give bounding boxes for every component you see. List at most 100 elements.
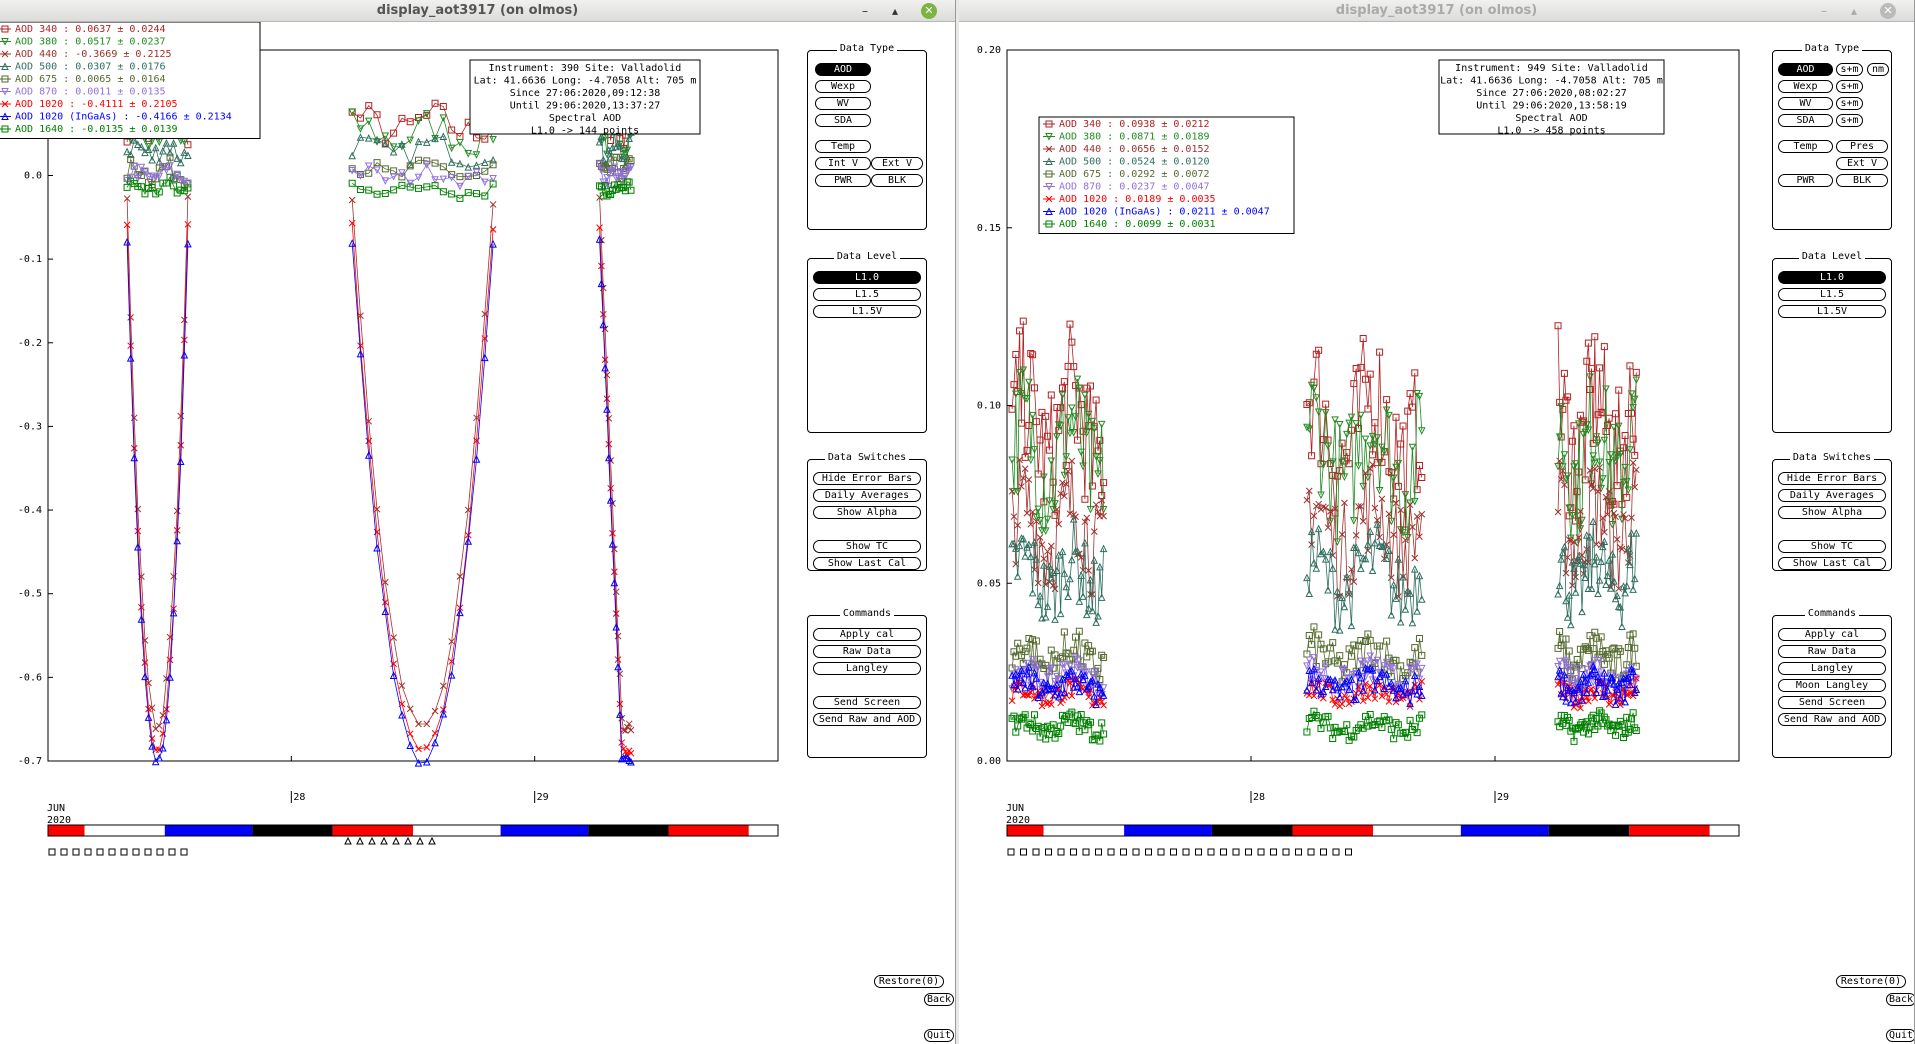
x-tick-label: 28 [1253, 792, 1265, 803]
panel-title: Data Switches [808, 452, 926, 464]
pres-button[interactable]: Pres [1836, 140, 1888, 153]
wv-button[interactable]: WV [815, 97, 871, 110]
status-glyph [1333, 849, 1339, 855]
s-m-button[interactable]: s+m [1836, 80, 1863, 93]
send-screen-button[interactable]: Send Screen [813, 696, 921, 709]
minimize-icon[interactable]: – [857, 3, 873, 19]
series-line [352, 165, 493, 187]
time-bar-segment [1212, 825, 1293, 836]
quit-button[interactable]: Quit [924, 1029, 954, 1042]
panel-data-switches: Data Switches Hide Error Bars Daily Averag… [807, 459, 927, 571]
show-tc-button[interactable]: Show TC [1778, 540, 1886, 553]
show-alpha-button[interactable]: Show Alpha [813, 506, 921, 519]
l1-0-button[interactable]: L1.0 [813, 271, 921, 284]
blk-button[interactable]: BLK [871, 174, 923, 187]
month-label: JUN [47, 803, 65, 814]
info-line: Lat: 41.6636 Long: -4.7058 Alt: 705 m [1440, 76, 1663, 87]
status-glyph [1271, 849, 1277, 855]
l1-5-button[interactable]: L1.5 [813, 288, 921, 301]
daily-averages-button[interactable]: Daily Averages [1778, 489, 1886, 502]
status-glyph [121, 849, 127, 855]
series-line [352, 243, 493, 763]
s-m-button[interactable]: s+m [1836, 63, 1863, 76]
series-aod-380 [1009, 367, 1639, 546]
wv-button[interactable]: WV [1778, 97, 1833, 110]
panel-commands: Commands Apply cal Raw Data Langley Moon Lan… [1772, 615, 1892, 758]
legend-label: AOD 675 : 0.0292 ± 0.0072 [1059, 169, 1210, 180]
pwr-button[interactable]: PWR [1778, 174, 1833, 187]
s-m-button[interactable]: s+m [1836, 97, 1863, 110]
legend-label: AOD 1020 (InGaAs) : -0.4166 ± 0.2134 [15, 112, 232, 123]
nm-button[interactable]: nm [1867, 63, 1889, 76]
legend-label: AOD 500 : 0.0524 ± 0.0120 [1059, 157, 1210, 168]
send-raw-and-aod-button[interactable]: Send Raw and AOD [813, 713, 921, 726]
l1-5v-button[interactable]: L1.5V [1778, 305, 1886, 318]
apply-cal-button[interactable]: Apply cal [813, 628, 921, 641]
panel-title: Data Level [808, 251, 926, 263]
l1-0-button[interactable]: L1.0 [1778, 271, 1886, 284]
blk-button[interactable]: BLK [1836, 174, 1888, 187]
show-last-cal-button[interactable]: Show Last Cal [813, 557, 921, 570]
show-last-cal-button[interactable]: Show Last Cal [1778, 557, 1886, 570]
show-alpha-button[interactable]: Show Alpha [1778, 506, 1886, 519]
series-aod-500 [1009, 516, 1639, 633]
aod-button[interactable]: AOD [1778, 63, 1833, 76]
sda-button[interactable]: SDA [815, 114, 871, 127]
wexp-button[interactable]: Wexp [1778, 80, 1833, 93]
quit-button[interactable]: Quit [1886, 1029, 1915, 1042]
status-glyph [1146, 849, 1152, 855]
send-screen-button[interactable]: Send Screen [1778, 696, 1886, 709]
time-bar-segment [252, 825, 332, 836]
raw-data-button[interactable]: Raw Data [1778, 645, 1886, 658]
temp-button[interactable]: Temp [1778, 140, 1833, 153]
show-tc-button[interactable]: Show TC [813, 540, 921, 553]
y-tick-label: -0.3 [18, 421, 42, 432]
time-bar-segment [1373, 825, 1461, 836]
ext-v-button[interactable]: Ext V [1836, 157, 1888, 170]
status-glyph [1158, 849, 1164, 855]
s-m-button[interactable]: s+m [1836, 114, 1863, 127]
moon-langley-button[interactable]: Moon Langley [1778, 679, 1886, 692]
pwr-button[interactable]: PWR [815, 174, 871, 187]
time-bar-segment [1292, 825, 1373, 836]
panel-data-type: Data Type AOD s+m Wexp s+m WV s+m SDA s+m nm Temp P… [1772, 50, 1892, 230]
restore-button[interactable]: Restore(0) [874, 975, 944, 988]
aod-button[interactable]: AOD [815, 63, 871, 76]
status-glyph [1033, 849, 1039, 855]
status-glyph [1083, 849, 1089, 855]
legend-label: AOD 1640 : -0.0135 ± 0.0139 [15, 124, 178, 135]
back-button[interactable]: Back [1886, 993, 1915, 1006]
sda-button[interactable]: SDA [1778, 114, 1833, 127]
send-raw-and-aod-button[interactable]: Send Raw and AOD [1778, 713, 1886, 726]
langley-button[interactable]: Langley [1778, 662, 1886, 675]
minimize-icon[interactable]: – [1816, 3, 1832, 19]
status-glyph [405, 838, 411, 844]
panel-title: Data Type [808, 43, 926, 55]
status-glyph [49, 849, 55, 855]
hide-error-bars-button[interactable]: Hide Error Bars [1778, 472, 1886, 485]
time-bar-segment [165, 825, 253, 836]
langley-button[interactable]: Langley [813, 662, 921, 675]
window-title: display_aot3917 (on olmos) [1336, 3, 1537, 18]
maximize-icon[interactable]: ▴ [1846, 3, 1862, 19]
status-glyph [1096, 849, 1102, 855]
temp-button[interactable]: Temp [815, 140, 871, 153]
hide-error-bars-button[interactable]: Hide Error Bars [813, 472, 921, 485]
int-v-button[interactable]: Int V [815, 157, 871, 170]
close-icon[interactable]: ✕ [921, 3, 937, 19]
left-titlebar[interactable]: display_aot3917 (on olmos) – ▴ ✕ [0, 0, 955, 22]
apply-cal-button[interactable]: Apply cal [1778, 628, 1886, 641]
status-glyph [429, 838, 435, 844]
series-aod-1020-ingaas- [124, 236, 634, 766]
raw-data-button[interactable]: Raw Data [813, 645, 921, 658]
l1-5-button[interactable]: L1.5 [1778, 288, 1886, 301]
back-button[interactable]: Back [924, 993, 954, 1006]
right-titlebar[interactable]: display_aot3917 (on olmos) – ▴ ✕ [959, 0, 1914, 22]
maximize-icon[interactable]: ▴ [887, 3, 903, 19]
close-icon[interactable]: ✕ [1880, 3, 1896, 19]
ext-v-button[interactable]: Ext V [871, 157, 923, 170]
restore-button[interactable]: Restore(0) [1836, 975, 1906, 988]
daily-averages-button[interactable]: Daily Averages [813, 489, 921, 502]
wexp-button[interactable]: Wexp [815, 80, 871, 93]
l1-5v-button[interactable]: L1.5V [813, 305, 921, 318]
